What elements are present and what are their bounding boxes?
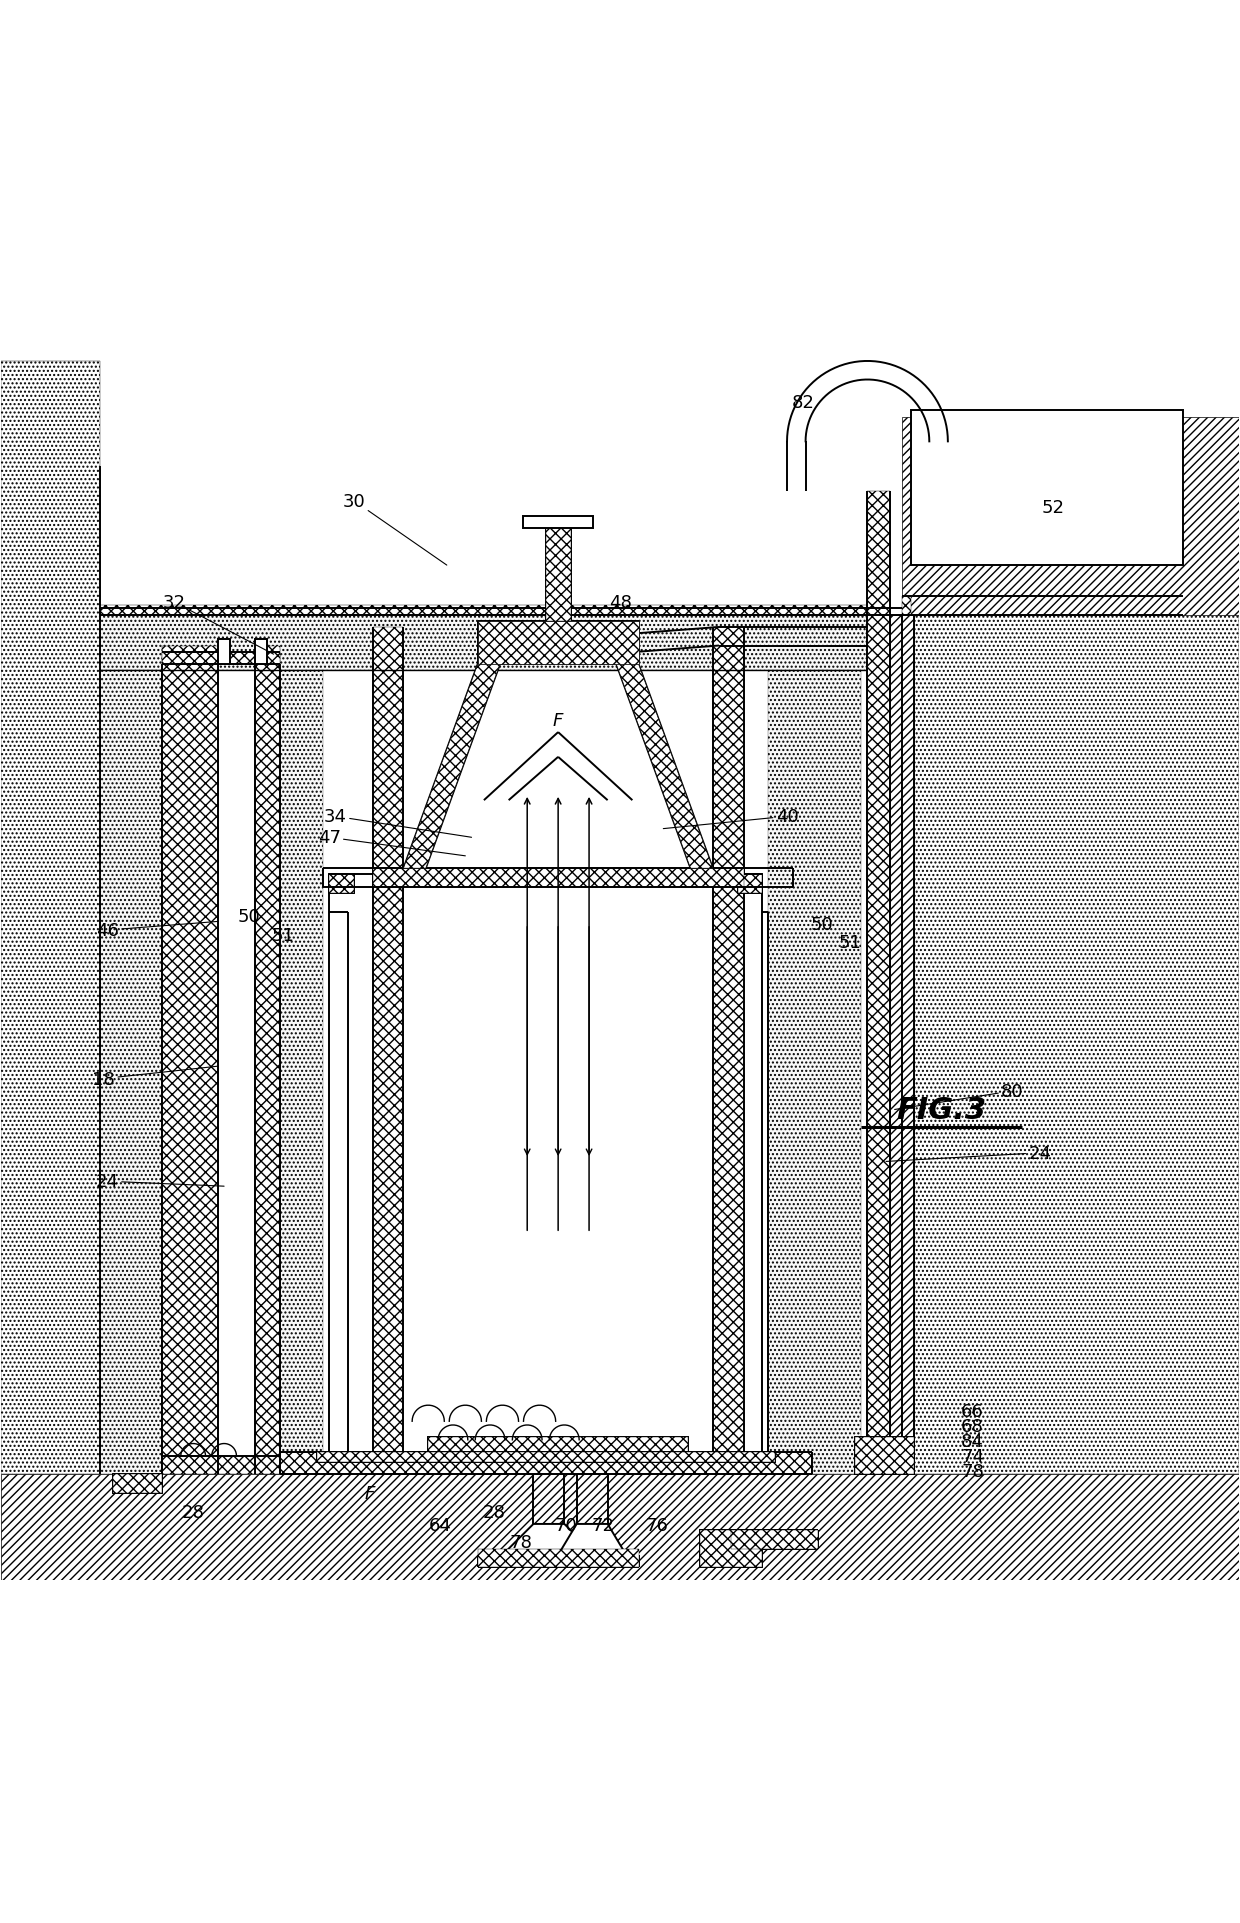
Bar [910, 412, 1183, 565]
Bar [162, 652, 280, 665]
Text: 24: 24 [887, 1144, 1052, 1161]
Text: 40: 40 [663, 808, 799, 829]
Bar [100, 606, 868, 615]
Text: 80: 80 [895, 1083, 1024, 1110]
Polygon shape [558, 1525, 626, 1556]
Bar [162, 1456, 280, 1475]
Bar [901, 417, 1239, 615]
Bar [477, 1548, 639, 1567]
Text: 28: 28 [182, 1502, 205, 1521]
Bar [738, 875, 763, 894]
Text: 50: 50 [237, 908, 260, 927]
Bar [162, 646, 218, 1475]
Text: 72: 72 [591, 1517, 614, 1535]
Bar [769, 671, 862, 1475]
Bar [100, 615, 868, 671]
Text: 24: 24 [95, 1173, 224, 1190]
Bar [428, 1438, 688, 1452]
Text: 78: 78 [510, 1535, 532, 1552]
Bar [1, 1475, 1239, 1581]
Text: 74: 74 [961, 1448, 985, 1465]
Text: 32: 32 [164, 594, 274, 656]
Text: 34: 34 [324, 808, 471, 838]
Bar [856, 1438, 914, 1475]
Bar [218, 640, 231, 665]
Text: 70: 70 [554, 1517, 577, 1535]
Text: 64: 64 [429, 1517, 453, 1535]
Polygon shape [616, 665, 713, 869]
Bar [255, 640, 268, 665]
Text: 18: 18 [93, 1067, 218, 1088]
Bar [330, 875, 353, 894]
Bar [100, 671, 162, 1475]
Bar [372, 869, 744, 887]
Text: 50: 50 [810, 915, 833, 933]
Bar [113, 1475, 162, 1494]
Bar [890, 615, 914, 1475]
Text: 52: 52 [1042, 498, 1064, 517]
Text: 28: 28 [482, 1502, 505, 1521]
Text: 30: 30 [342, 492, 446, 565]
Bar [274, 671, 324, 1475]
Text: 66: 66 [961, 1402, 985, 1421]
Bar [868, 492, 890, 1475]
Bar [732, 1531, 818, 1548]
Bar [280, 1452, 812, 1475]
Bar [428, 1438, 688, 1452]
Bar [1, 362, 100, 1475]
Bar [113, 1475, 162, 1494]
Bar [477, 621, 639, 665]
Text: 76: 76 [646, 1517, 668, 1535]
Text: F: F [365, 1485, 376, 1502]
Text: 78: 78 [961, 1461, 985, 1481]
Bar [255, 646, 280, 1475]
Text: 48: 48 [609, 594, 631, 612]
Bar [701, 1531, 763, 1567]
Text: F: F [553, 712, 563, 729]
Text: 84: 84 [961, 1433, 985, 1450]
Bar [330, 875, 353, 894]
Bar [372, 627, 403, 1456]
Bar [901, 596, 910, 615]
Text: 51: 51 [272, 927, 295, 944]
Bar [701, 1531, 763, 1567]
Text: 47: 47 [317, 829, 465, 856]
Bar [317, 1452, 775, 1461]
Text: 51: 51 [838, 935, 862, 952]
Text: 46: 46 [95, 921, 218, 940]
Bar [523, 517, 593, 529]
Bar [856, 1438, 914, 1475]
Bar [713, 627, 744, 1456]
Bar [738, 875, 763, 894]
Text: FIG.3: FIG.3 [897, 1096, 987, 1125]
Bar [546, 529, 570, 621]
Text: 68: 68 [961, 1417, 985, 1435]
Polygon shape [403, 665, 500, 869]
Bar [317, 1452, 775, 1461]
Polygon shape [502, 1525, 595, 1556]
Bar [901, 615, 1239, 1475]
Text: 82: 82 [791, 394, 815, 412]
